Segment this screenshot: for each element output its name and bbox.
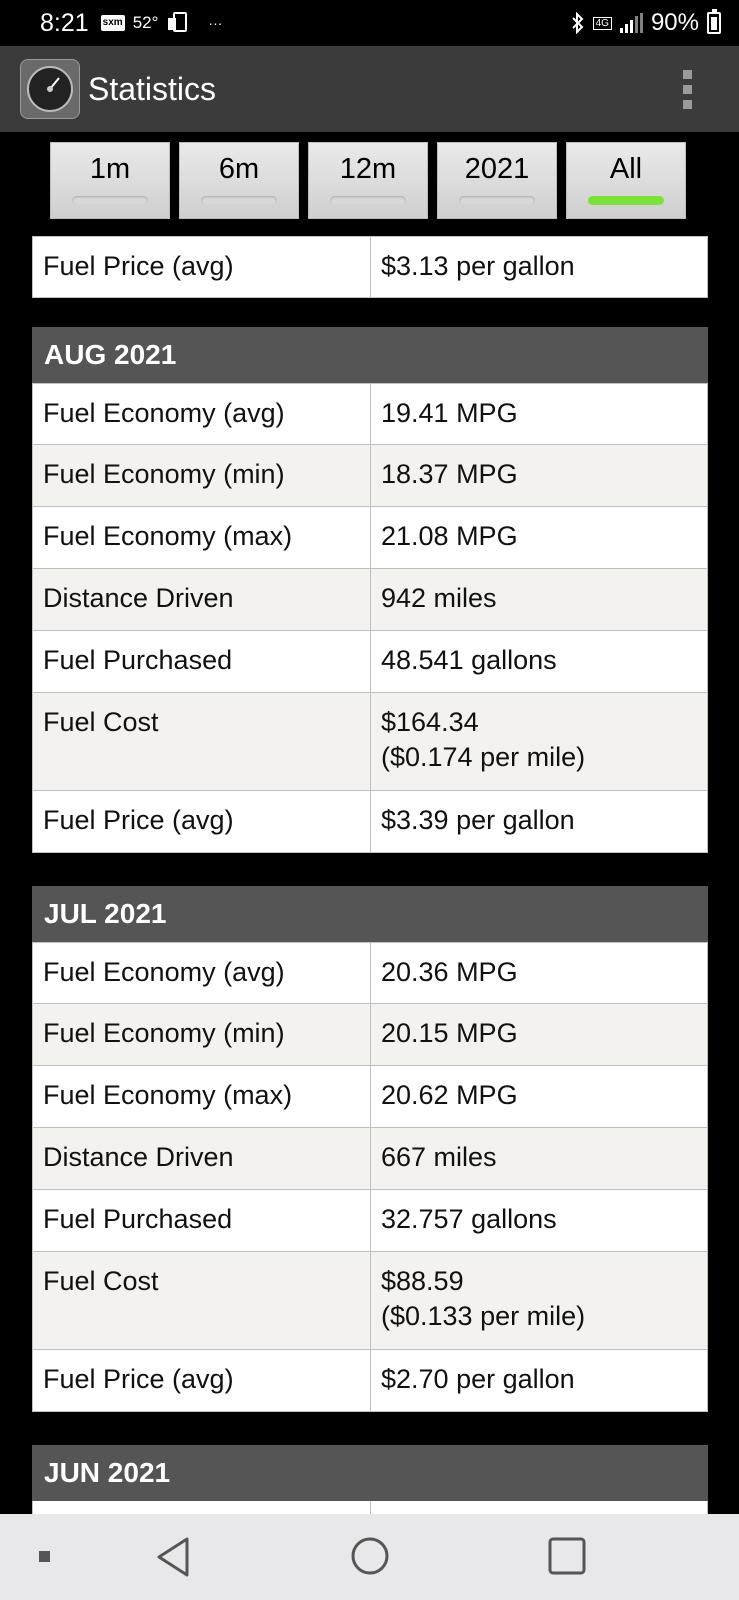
tab-label: 6m: [218, 153, 260, 185]
period-tabs: 1m 6m 12m 2021 All: [50, 142, 686, 219]
table-row: Fuel Economy (min) 18.37 MPG: [32, 445, 708, 507]
row-label: Fuel Economy (min): [33, 445, 371, 506]
row-value: $3.39 per gallon: [381, 805, 575, 835]
row-value: 21.08 MPG: [381, 521, 518, 551]
fuel-gauge-app-icon[interactable]: [20, 59, 80, 119]
table-row: Fuel Cost $88.59 ($0.133 per mile): [32, 1252, 708, 1350]
bluetooth-icon: [571, 12, 584, 34]
tab-indicator: [330, 196, 406, 205]
row-label: Fuel Purchased: [33, 1190, 371, 1251]
table-row: Distance Driven 667 miles: [32, 1128, 708, 1190]
overflow-menu-icon[interactable]: [683, 70, 693, 109]
table-row: Fuel Economy (max) 21.08 MPG: [32, 507, 708, 569]
section-header: JUL 2021: [32, 886, 708, 942]
back-icon[interactable]: [155, 1536, 191, 1578]
section-header: AUG 2021: [32, 327, 708, 383]
weather-temperature: 52°: [132, 13, 159, 32]
table-row: Fuel Economy (avg) 20.36 MPG: [32, 942, 708, 1004]
row-value: $88.59 ($0.133 per mile): [371, 1252, 707, 1349]
table-row: Fuel Price (avg) $3.39 per gallon: [32, 791, 708, 853]
table-row: Fuel Purchased 32.757 gallons: [32, 1190, 708, 1252]
stats-section-jun-2021: JUN 2021: [32, 1445, 708, 1514]
row-label: Distance Driven: [33, 1128, 371, 1189]
fuel-cost-per-mile: ($0.174 per mile): [381, 742, 586, 772]
tab-indicator: [72, 196, 148, 205]
tab-all[interactable]: All: [566, 142, 686, 219]
tab-label: All: [609, 153, 643, 185]
tab-label: 1m: [89, 153, 131, 185]
row-value: [371, 1501, 707, 1514]
tab-1m[interactable]: 1m: [50, 142, 170, 219]
stats-section-jul-2021: JUL 2021 Fuel Economy (avg) 20.36 MPG Fu…: [32, 886, 708, 1412]
table-row: Fuel Economy (min) 20.15 MPG: [32, 1004, 708, 1066]
table-row: [32, 1501, 708, 1514]
home-icon[interactable]: [350, 1536, 390, 1576]
network-type-icon: 4G: [592, 16, 612, 30]
row-label: Fuel Price (avg): [33, 237, 371, 297]
row-value: 20.15 MPG: [381, 1018, 518, 1048]
row-label: [33, 1501, 371, 1514]
row-value: 32.757 gallons: [381, 1204, 557, 1234]
tab-indicator: [459, 196, 535, 205]
row-label: Fuel Economy (max): [33, 507, 371, 568]
table-row: Fuel Price (avg) $2.70 per gallon: [32, 1350, 708, 1412]
row-value: 667 miles: [381, 1142, 497, 1172]
row-label: Fuel Economy (avg): [33, 943, 371, 1003]
row-value: $3.13 per gallon: [381, 251, 575, 281]
table-row: Fuel Economy (avg) 19.41 MPG: [32, 383, 708, 445]
tab-label: 2021: [464, 153, 530, 185]
table-row: Fuel Price (avg) $3.13 per gallon: [32, 236, 708, 298]
more-notifications-icon: ···: [208, 15, 223, 31]
tab-2021[interactable]: 2021: [437, 142, 557, 219]
row-label: Fuel Purchased: [33, 631, 371, 692]
statistics-list[interactable]: Fuel Price (avg) $3.13 per gallon AUG 20…: [0, 230, 739, 1514]
status-time: 8:21: [40, 8, 89, 37]
system-navigation-bar: [0, 1514, 739, 1600]
row-label: Distance Driven: [33, 569, 371, 630]
row-value: 20.36 MPG: [381, 957, 518, 987]
row-label: Fuel Price (avg): [33, 1350, 371, 1411]
tab-label: 12m: [339, 153, 397, 185]
battery-icon: [707, 9, 721, 34]
app-bar: Statistics: [0, 46, 739, 132]
recent-apps-icon[interactable]: [547, 1536, 587, 1576]
row-label: Fuel Economy (min): [33, 1004, 371, 1065]
tab-indicator-active: [588, 196, 664, 205]
phone-sync-icon: [168, 12, 188, 32]
sxm-icon: sxm: [100, 15, 125, 31]
table-row: Distance Driven 942 miles: [32, 569, 708, 631]
row-value: $164.34 ($0.174 per mile): [371, 693, 707, 790]
tab-12m[interactable]: 12m: [308, 142, 428, 219]
row-value: 20.62 MPG: [381, 1080, 518, 1110]
stats-section-aug-2021: AUG 2021 Fuel Economy (avg) 19.41 MPG Fu…: [32, 327, 708, 853]
row-label: Fuel Price (avg): [33, 791, 371, 852]
section-header: JUN 2021: [32, 1445, 708, 1501]
row-label: Fuel Economy (avg): [33, 384, 371, 444]
signal-strength-icon: [619, 13, 643, 33]
status-bar: 8:21 sxm 52° ··· 4G 90%: [0, 0, 739, 46]
fuel-cost-total: $88.59: [381, 1266, 464, 1296]
row-value: 19.41 MPG: [381, 398, 518, 428]
battery-percentage: 90%: [650, 9, 699, 36]
fuel-cost-per-mile: ($0.133 per mile): [381, 1301, 586, 1331]
row-label: Fuel Cost: [33, 693, 371, 790]
page-title: Statistics: [88, 70, 217, 107]
row-value: 18.37 MPG: [381, 459, 518, 489]
table-row: Fuel Economy (max) 20.62 MPG: [32, 1066, 708, 1128]
nav-dot-icon[interactable]: [38, 1550, 52, 1564]
row-value: 942 miles: [381, 583, 497, 613]
tab-indicator: [201, 196, 277, 205]
tab-6m[interactable]: 6m: [179, 142, 299, 219]
table-row: Fuel Purchased 48.541 gallons: [32, 631, 708, 693]
row-value: 48.541 gallons: [381, 645, 557, 675]
table-row: Fuel Cost $164.34 ($0.174 per mile): [32, 693, 708, 791]
row-label: Fuel Cost: [33, 1252, 371, 1349]
row-label: Fuel Economy (max): [33, 1066, 371, 1127]
row-value: $2.70 per gallon: [381, 1364, 575, 1394]
stats-section-partial: Fuel Price (avg) $3.13 per gallon: [32, 236, 708, 298]
fuel-cost-total: $164.34: [381, 707, 479, 737]
